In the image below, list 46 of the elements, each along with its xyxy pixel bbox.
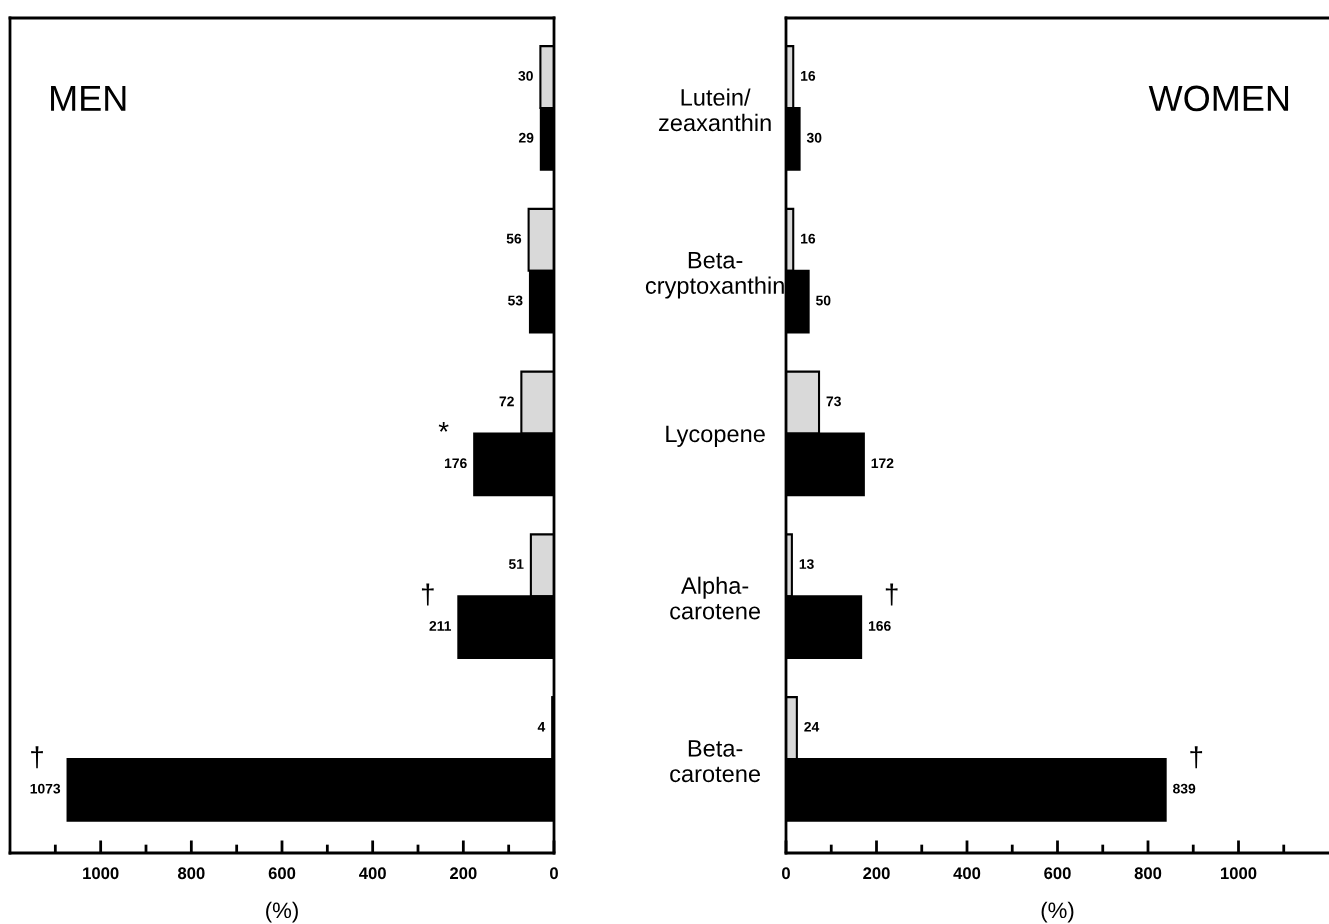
- x-tick-label: 200: [863, 867, 890, 880]
- data-label: 16: [801, 233, 816, 244]
- annotation: †: [1190, 746, 1203, 769]
- data-label: 176: [444, 458, 467, 469]
- x-axis-title: (%): [266, 901, 298, 923]
- annotation: †: [421, 583, 434, 606]
- x-tick-label: 0: [782, 867, 790, 880]
- data-label: 16: [801, 70, 816, 81]
- data-label: 30: [806, 132, 822, 143]
- data-label: 56: [506, 233, 522, 244]
- y-tick-label: Lycopene: [666, 425, 765, 447]
- x-tick-label: 1000: [1221, 867, 1257, 880]
- data-label: 166: [868, 621, 891, 631]
- data-label: 13: [799, 559, 814, 570]
- data-label: 211: [429, 621, 452, 631]
- y-tick-label: Lutein/ zeaxanthin: [658, 88, 771, 132]
- y-tick-label: Beta- carotene: [670, 740, 761, 783]
- x-tick-label: 800: [177, 867, 205, 880]
- data-label: 839: [1173, 783, 1196, 794]
- x-tick-label: 800: [1134, 867, 1162, 880]
- data-label: 51: [508, 559, 524, 570]
- data-label: 24: [804, 721, 820, 732]
- x-tick-label: 1000: [83, 867, 119, 880]
- text: WOMEN: [1148, 85, 1289, 112]
- data-label: 50: [816, 295, 831, 306]
- x-axis-title: (%): [1041, 901, 1074, 923]
- x-tick-label: 600: [1044, 867, 1071, 880]
- y-tick-label: Alpha- carotene: [670, 576, 761, 620]
- data-label: 53: [508, 295, 523, 306]
- data-label: 172: [871, 458, 894, 468]
- x-tick-label: 0: [550, 867, 558, 880]
- text: MEN: [51, 85, 126, 111]
- data-label: 4: [537, 722, 546, 732]
- data-label: 30: [518, 70, 533, 81]
- annotation: †: [31, 746, 43, 769]
- annotation: *: [438, 421, 449, 432]
- data-label: 29: [518, 132, 534, 143]
- x-tick-label: 400: [359, 867, 386, 880]
- x-tick-label: 400: [953, 867, 981, 880]
- x-tick-label: 200: [450, 867, 477, 880]
- x-tick-label: 600: [268, 867, 296, 880]
- data-label: 72: [499, 396, 514, 407]
- data-label: 1073: [30, 783, 61, 794]
- data-label: 73: [826, 396, 841, 407]
- y-tick-label: Beta- cryptoxanthin: [645, 252, 784, 299]
- annotation: †: [885, 583, 898, 606]
